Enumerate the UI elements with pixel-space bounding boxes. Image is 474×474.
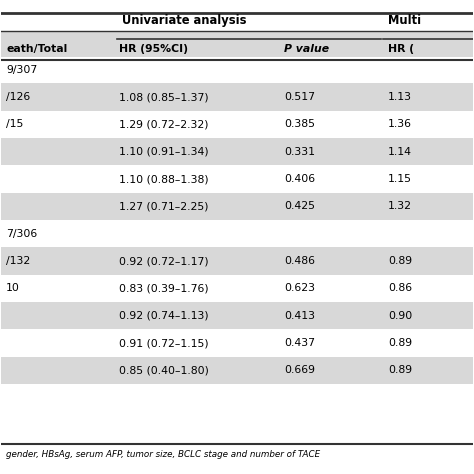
Text: P value: P value	[284, 44, 329, 54]
Text: 0.89: 0.89	[388, 256, 412, 266]
Text: /126: /126	[6, 92, 30, 102]
Text: 0.413: 0.413	[284, 310, 315, 321]
Bar	[1, 357, 473, 384]
Text: 0.92 (0.74–1.13): 0.92 (0.74–1.13)	[119, 310, 209, 321]
Text: 0.91 (0.72–1.15): 0.91 (0.72–1.15)	[119, 338, 209, 348]
Bar	[1, 31, 473, 57]
Text: 1.32: 1.32	[388, 201, 412, 211]
Text: 0.85 (0.40–1.80): 0.85 (0.40–1.80)	[119, 365, 209, 375]
Text: 1.10 (0.91–1.34): 1.10 (0.91–1.34)	[119, 147, 209, 157]
Text: 1.36: 1.36	[388, 119, 412, 129]
Text: 1.10 (0.88–1.38): 1.10 (0.88–1.38)	[119, 174, 209, 184]
Text: 0.89: 0.89	[388, 365, 412, 375]
Text: 1.27 (0.71–2.25): 1.27 (0.71–2.25)	[119, 201, 209, 211]
Text: 1.14: 1.14	[388, 147, 412, 157]
Text: 10: 10	[6, 283, 20, 293]
Text: 1.08 (0.85–1.37): 1.08 (0.85–1.37)	[119, 92, 209, 102]
Text: 0.517: 0.517	[284, 92, 315, 102]
Text: 0.486: 0.486	[284, 256, 315, 266]
Text: 1.15: 1.15	[388, 174, 412, 184]
Text: 0.669: 0.669	[284, 365, 315, 375]
Text: 0.406: 0.406	[284, 174, 315, 184]
Text: 0.90: 0.90	[388, 310, 412, 321]
Text: 0.83 (0.39–1.76): 0.83 (0.39–1.76)	[119, 283, 209, 293]
Text: 0.437: 0.437	[284, 338, 315, 348]
Text: HR (95%CI): HR (95%CI)	[119, 44, 188, 54]
Bar	[1, 83, 473, 111]
Text: 0.92 (0.72–1.17): 0.92 (0.72–1.17)	[119, 256, 209, 266]
Text: eath/Total: eath/Total	[6, 44, 67, 54]
Text: /15: /15	[6, 119, 24, 129]
Text: 0.385: 0.385	[284, 119, 315, 129]
Text: 0.331: 0.331	[284, 147, 315, 157]
Bar	[1, 138, 473, 165]
Bar	[1, 193, 473, 220]
Text: 0.86: 0.86	[388, 283, 412, 293]
Bar	[1, 247, 473, 275]
Text: gender, HBsAg, serum AFP, tumor size, BCLC stage and number of TACE: gender, HBsAg, serum AFP, tumor size, BC…	[6, 450, 320, 459]
Text: Multi: Multi	[388, 14, 421, 27]
Bar	[1, 302, 473, 329]
Text: /132: /132	[6, 256, 30, 266]
Text: HR (: HR (	[388, 44, 414, 54]
Text: 9/307: 9/307	[6, 65, 37, 75]
Text: 0.89: 0.89	[388, 338, 412, 348]
Text: 1.29 (0.72–2.32): 1.29 (0.72–2.32)	[119, 119, 209, 129]
Text: 7/306: 7/306	[6, 228, 37, 239]
Text: Univariate analysis: Univariate analysis	[121, 14, 246, 27]
Text: 0.425: 0.425	[284, 201, 315, 211]
Text: 0.623: 0.623	[284, 283, 315, 293]
Text: 1.13: 1.13	[388, 92, 412, 102]
